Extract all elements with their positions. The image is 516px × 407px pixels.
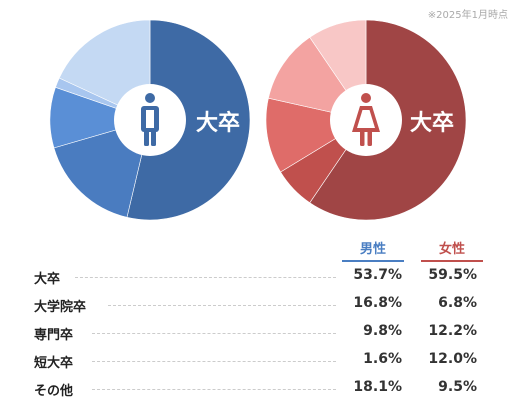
male-value: 9.8% <box>363 323 402 339</box>
row-label: 専門卒 <box>34 328 74 343</box>
female-icon <box>352 93 380 146</box>
row-label: 大学院卒 <box>34 300 87 315</box>
male-value: 16.8% <box>353 295 402 311</box>
table-row: 短大卒 1.6% 12.0% <box>0 346 516 374</box>
breakdown-table: 男性 女性 大卒 53.7% 59.5% 大学院卒 16.8% 6.8% 専門卒… <box>0 232 516 407</box>
female-value: 59.5% <box>428 267 477 283</box>
male-value: 1.6% <box>363 351 402 367</box>
row-label: その他 <box>34 384 74 399</box>
row-label: 大卒 <box>34 272 61 287</box>
dotted-leader <box>92 361 336 362</box>
male-pie-label: 大卒 <box>196 110 240 136</box>
header-male: 男性 <box>342 238 404 262</box>
table-row: その他 18.1% 9.5% <box>0 374 516 402</box>
dotted-leader <box>92 389 336 390</box>
table-row: 専門卒 9.8% 12.2% <box>0 318 516 346</box>
pie-slice-male-0 <box>126 19 251 221</box>
pie-charts: 大卒 大卒 <box>49 19 467 221</box>
female-value: 6.8% <box>438 295 477 311</box>
dotted-leader <box>75 277 336 278</box>
female-value: 12.0% <box>428 351 477 367</box>
male-icon <box>141 93 159 146</box>
table-row: 大学院卒 16.8% 6.8% <box>0 290 516 318</box>
header-female: 女性 <box>421 238 483 262</box>
male-value: 18.1% <box>353 379 402 395</box>
table-row: 大卒 53.7% 59.5% <box>0 262 516 290</box>
row-label: 短大卒 <box>34 356 74 371</box>
dotted-leader <box>108 305 336 306</box>
female-value: 12.2% <box>428 323 477 339</box>
dotted-leader <box>92 333 336 334</box>
female-value: 9.5% <box>438 379 477 395</box>
female-pie-label: 大卒 <box>410 110 454 136</box>
as-of-note: ※2025年1月時点 <box>427 10 508 21</box>
male-value: 53.7% <box>353 267 402 283</box>
